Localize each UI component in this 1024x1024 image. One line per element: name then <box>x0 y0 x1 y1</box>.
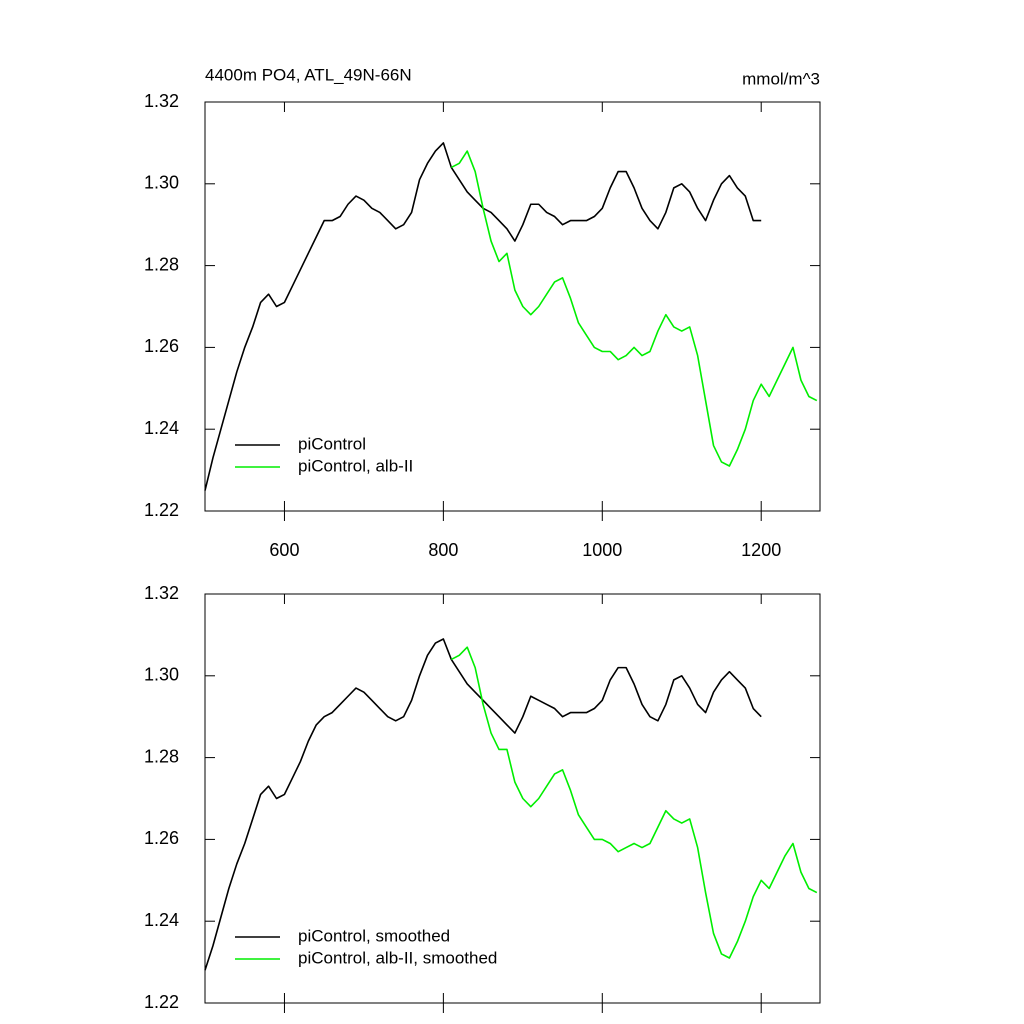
y-tick-label: 1.28 <box>144 746 179 766</box>
plot-frame <box>204 593 821 1004</box>
series-line <box>450 150 818 467</box>
series-line <box>204 638 762 971</box>
legend-label: piControl <box>298 434 366 453</box>
x-tick-label: 1200 <box>741 540 781 560</box>
chart-title: 4400m PO4, ATL_49N-66N <box>205 65 412 84</box>
y-tick-label: 1.24 <box>144 418 179 438</box>
y-tick-label: 1.26 <box>144 828 179 848</box>
y-tick-label: 1.30 <box>144 665 179 685</box>
legend-label: piControl, alb-II, smoothed <box>298 948 497 967</box>
series-line <box>450 646 818 959</box>
plot-frame <box>204 101 821 512</box>
x-tick-label: 800 <box>428 540 458 560</box>
y-tick-label: 1.32 <box>144 583 179 603</box>
x-tick-label: 600 <box>269 540 299 560</box>
legend-label: piControl, alb-II <box>298 456 413 475</box>
legend-label: piControl, smoothed <box>298 926 450 945</box>
x-tick-label: 1000 <box>582 540 622 560</box>
y-tick-label: 1.26 <box>144 336 179 356</box>
y-tick-label: 1.32 <box>144 91 179 111</box>
y-tick-label: 1.22 <box>144 500 179 520</box>
y-tick-label: 1.28 <box>144 254 179 274</box>
y-tick-label: 1.30 <box>144 173 179 193</box>
series-line <box>204 142 762 491</box>
y-tick-label: 1.24 <box>144 910 179 930</box>
y-tick-label: 1.22 <box>144 992 179 1012</box>
units-label: mmol/m^3 <box>742 69 820 88</box>
